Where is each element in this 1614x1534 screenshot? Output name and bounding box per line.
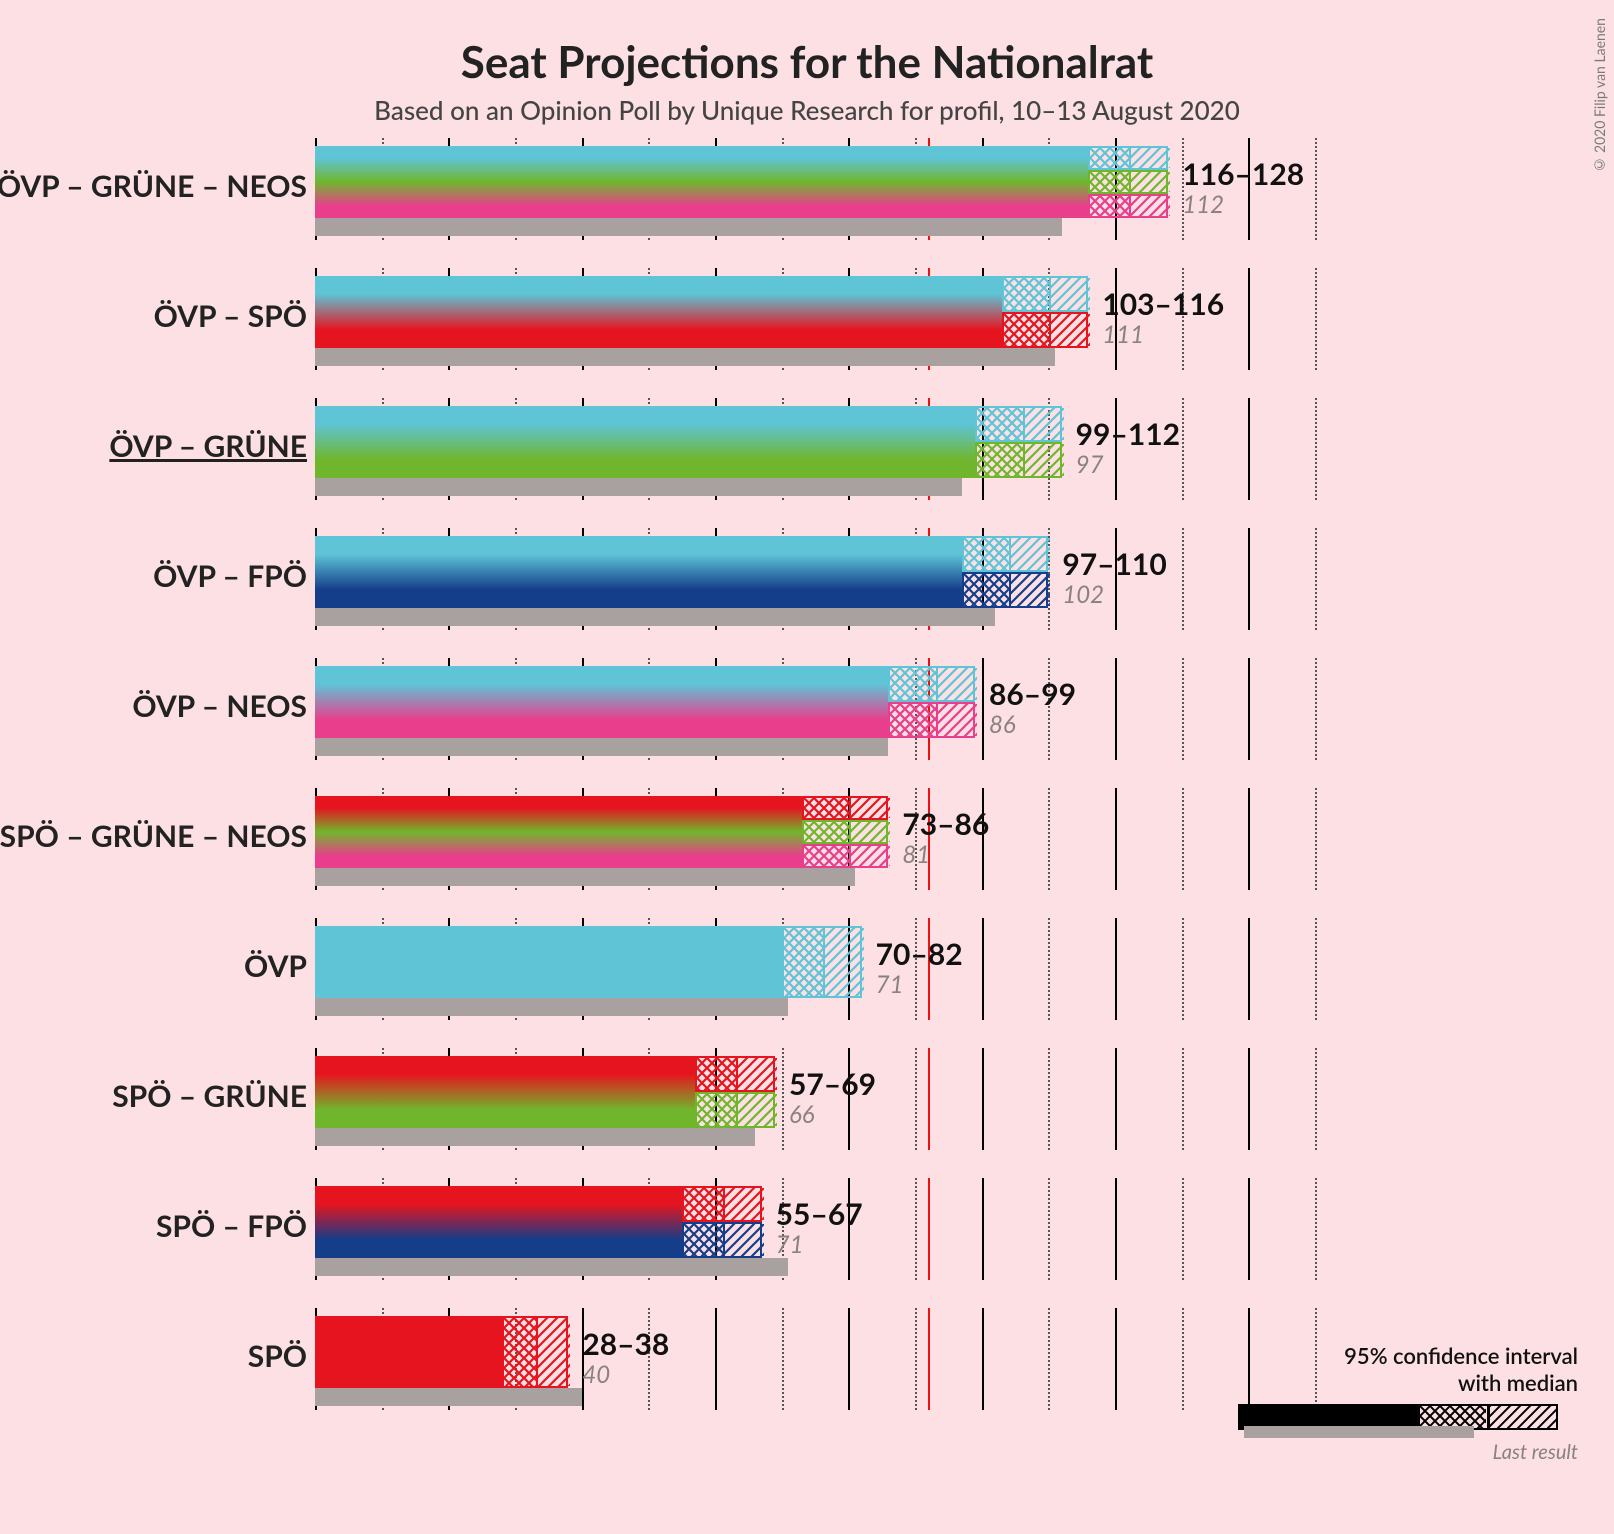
last-result-bar <box>315 478 962 496</box>
last-result-bar <box>315 1128 755 1146</box>
coalition-label: ÖVP – NEOS <box>0 688 307 724</box>
coalition-row: ÖVP – GRÜNE – NEOS116–128112 <box>315 146 1315 276</box>
confidence-box <box>802 820 889 844</box>
confidence-box <box>802 844 889 868</box>
last-result-label: 102 <box>1062 580 1104 609</box>
coalition-row: SPÖ – GRÜNE – NEOS73–8681 <box>315 796 1315 926</box>
confidence-box <box>1002 276 1089 312</box>
last-result-label: 97 <box>1076 450 1104 479</box>
coalition-row: SPÖ – FPÖ55–6771 <box>315 1186 1315 1316</box>
last-result-bar <box>315 608 995 626</box>
party-bar <box>315 1316 502 1388</box>
range-label: 57–69 <box>789 1066 876 1102</box>
coalition-label: ÖVP – SPÖ <box>0 298 307 334</box>
range-label: 28–38 <box>582 1326 669 1362</box>
coalition-label: ÖVP – GRÜNE <box>0 428 307 464</box>
coalition-row: SPÖ – GRÜNE57–6966 <box>315 1056 1315 1186</box>
chart-subtitle: Based on an Opinion Poll by Unique Resea… <box>0 88 1614 126</box>
last-result-bar <box>315 738 888 756</box>
party-bar-gradient <box>315 1186 682 1258</box>
last-result-bar <box>315 348 1055 366</box>
coalition-row: ÖVP – GRÜNE99–11297 <box>315 406 1315 536</box>
confidence-box <box>502 1316 569 1388</box>
last-result-label: 111 <box>1102 320 1144 349</box>
confidence-box <box>975 442 1062 478</box>
confidence-box <box>695 1092 775 1128</box>
last-result-label: 112 <box>1182 190 1224 219</box>
confidence-box <box>962 572 1049 608</box>
coalition-label: SPÖ <box>0 1338 307 1374</box>
last-result-label: 86 <box>989 710 1016 739</box>
legend-last-label: Last result <box>1238 1440 1578 1464</box>
last-result-label: 40 <box>582 1360 610 1389</box>
last-result-bar <box>315 1388 582 1406</box>
party-bar <box>315 926 782 998</box>
confidence-box <box>695 1056 775 1092</box>
confidence-box <box>782 926 862 998</box>
last-result-bar <box>315 1258 788 1276</box>
confidence-box <box>1088 146 1168 170</box>
range-label: 55–67 <box>776 1196 863 1232</box>
range-label: 86–99 <box>989 676 1076 712</box>
party-bar-gradient <box>315 146 1088 218</box>
last-result-label: 66 <box>789 1100 815 1129</box>
range-label: 99–112 <box>1076 416 1180 452</box>
confidence-box <box>888 666 975 702</box>
coalition-label: SPÖ – GRÜNE <box>0 1078 307 1114</box>
coalition-row: SPÖ28–3840 <box>315 1316 1315 1446</box>
party-bar-gradient <box>315 1056 695 1128</box>
range-label: 103–116 <box>1102 286 1224 322</box>
legend: 95% confidence interval with median Last… <box>1238 1343 1578 1464</box>
confidence-box <box>888 702 975 738</box>
last-result-bar <box>315 998 788 1016</box>
confidence-box <box>962 536 1049 572</box>
legend-title: 95% confidence interval with median <box>1238 1343 1578 1396</box>
range-label: 73–86 <box>902 806 989 842</box>
coalition-label: ÖVP <box>0 948 307 984</box>
last-result-label: 71 <box>876 970 904 999</box>
coalition-row: ÖVP – FPÖ97–110102 <box>315 536 1315 666</box>
party-bar-gradient <box>315 536 962 608</box>
majority-line <box>928 1308 930 1410</box>
copyright-text: © 2020 Filip van Laenen <box>1591 18 1608 174</box>
coalition-label: ÖVP – GRÜNE – NEOS <box>0 168 307 204</box>
confidence-box <box>682 1222 762 1258</box>
last-result-label: 81 <box>902 840 930 869</box>
range-label: 116–128 <box>1182 156 1304 192</box>
range-label: 97–110 <box>1062 546 1166 582</box>
legend-bar <box>1238 1404 1578 1438</box>
chart-area: ÖVP – GRÜNE – NEOS116–128112ÖVP – SPÖ103… <box>315 146 1315 1476</box>
coalition-row: ÖVP – SPÖ103–116111 <box>315 276 1315 406</box>
party-bar-gradient <box>315 276 1002 348</box>
coalition-row: ÖVP – NEOS86–9986 <box>315 666 1315 796</box>
confidence-box <box>1002 312 1089 348</box>
confidence-box <box>802 796 889 820</box>
range-label: 70–82 <box>876 936 963 972</box>
party-bar-gradient <box>315 796 802 868</box>
majority-line <box>928 1048 930 1150</box>
confidence-box <box>682 1186 762 1222</box>
chart-title: Seat Projections for the Nationalrat <box>0 0 1614 88</box>
last-result-bar <box>315 868 855 886</box>
confidence-box <box>1088 194 1168 218</box>
coalition-label: SPÖ – GRÜNE – NEOS <box>0 818 307 854</box>
confidence-box <box>1088 170 1168 194</box>
confidence-box <box>975 406 1062 442</box>
coalition-label: ÖVP – FPÖ <box>0 558 307 594</box>
last-result-label: 71 <box>776 1230 804 1259</box>
party-bar-gradient <box>315 406 975 478</box>
coalition-label: SPÖ – FPÖ <box>0 1208 307 1244</box>
majority-line <box>928 1178 930 1280</box>
party-bar-gradient <box>315 666 888 738</box>
last-result-bar <box>315 218 1062 236</box>
coalition-row: ÖVP70–8271 <box>315 926 1315 1056</box>
